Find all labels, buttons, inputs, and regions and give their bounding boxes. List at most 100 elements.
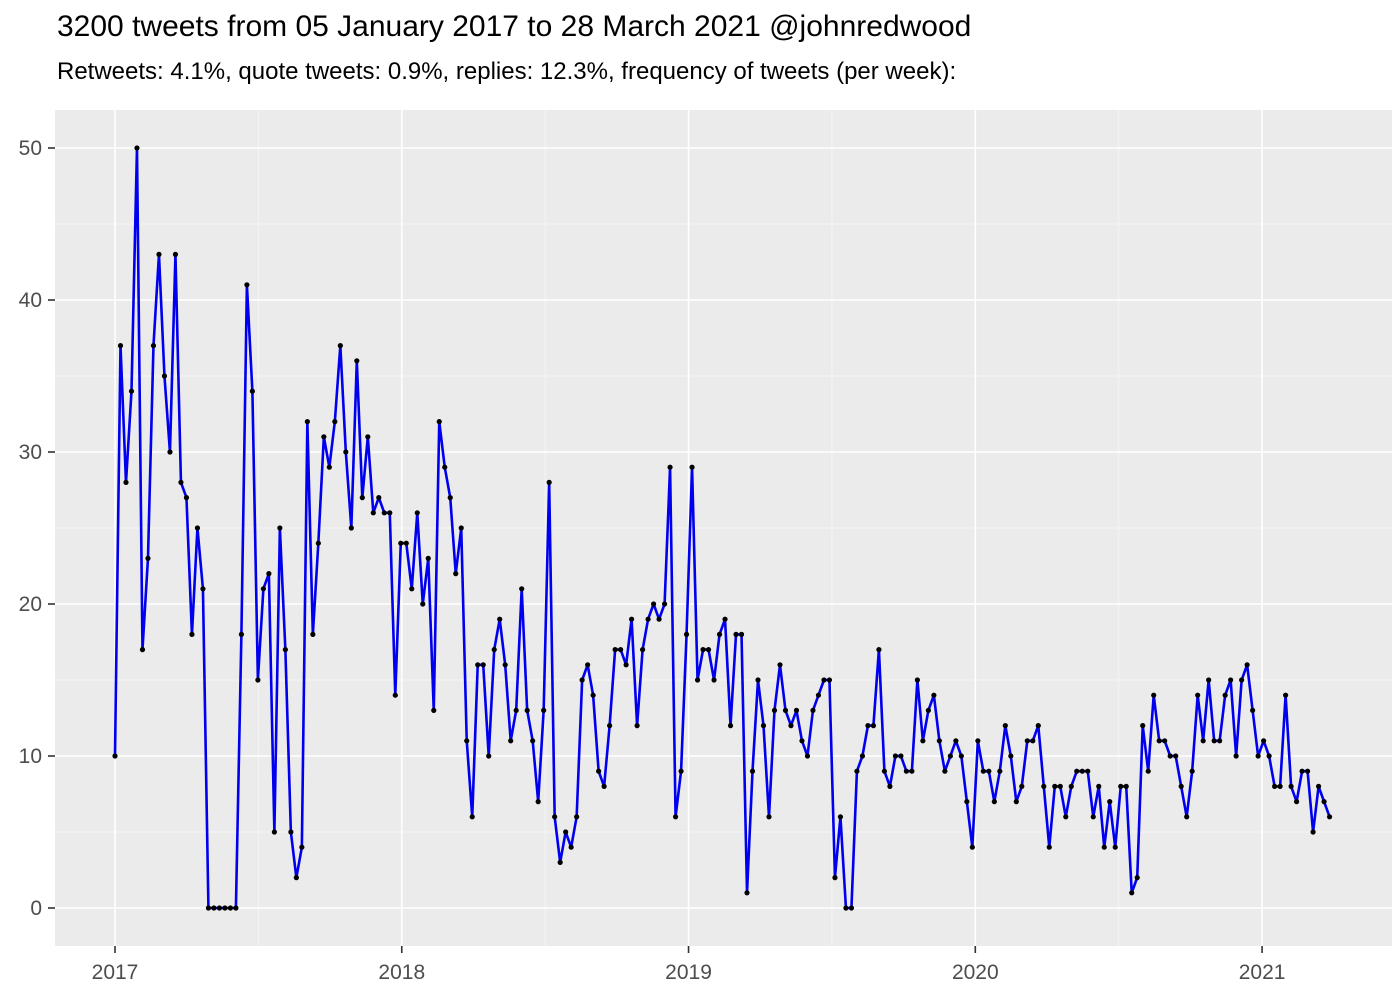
data-point [354,358,360,364]
data-point [1228,677,1234,683]
data-point [887,783,893,790]
data-point [749,768,756,774]
data-point [1151,692,1157,698]
data-point [530,738,536,744]
data-point [1189,768,1195,774]
data-point [1024,738,1030,744]
data-point [381,510,387,516]
chart-title: 3200 tweets from 05 January 2017 to 28 M… [57,10,972,43]
data-point [1250,707,1256,714]
data-point [442,464,448,470]
data-point [475,662,481,668]
data-point [1326,814,1333,820]
data-point [453,571,459,577]
data-point [848,905,855,911]
data-point [123,479,129,485]
data-point [134,145,140,151]
y-axis-tick-label: 50 [19,137,42,160]
data-point [964,799,970,805]
data-point [1068,783,1074,790]
data-point [222,905,228,911]
data-point [513,707,519,714]
data-point [881,768,888,774]
data-point [464,738,470,744]
data-point [249,388,255,394]
data-point [299,844,305,850]
data-point [211,905,217,911]
data-point [1041,783,1047,790]
x-axis-tick-label: 2017 [92,961,139,984]
data-point [1321,799,1327,805]
data-point [958,753,964,759]
y-axis-tick-label: 40 [19,289,42,312]
data-point [1310,829,1316,835]
data-point [216,905,223,911]
data-point [1118,783,1124,790]
data-point [183,495,190,501]
data-point [947,753,953,759]
data-point [579,677,585,683]
data-point [293,875,299,881]
data-point [1272,783,1278,790]
data-point [590,692,596,698]
data-point [343,449,349,455]
data-point [519,586,525,592]
data-point [870,723,877,729]
data-point [821,677,827,683]
data-point [194,525,201,531]
data-point [337,343,343,349]
axes: 0 10 20 30 40 50 2017 2018 2019 2020 2021 [19,137,1286,984]
data-point [1123,783,1129,790]
data-point [370,510,376,516]
data-point [892,753,899,759]
data-point [266,571,272,577]
data-point [722,616,728,622]
y-axis-tick-label: 0 [30,897,42,920]
data-point [1063,814,1069,820]
data-point [1129,890,1135,896]
data-point [991,799,997,805]
data-point [640,647,646,653]
data-point [1052,783,1058,790]
data-point [508,738,514,744]
data-point [563,829,569,835]
data-point [315,540,321,546]
data-point [738,631,745,638]
data-point [694,677,701,683]
data-point [837,814,844,820]
data-point [1156,738,1162,744]
data-point [1283,692,1289,698]
data-point [700,647,706,653]
data-point [1079,768,1085,774]
data-point [854,768,860,774]
data-point [403,540,409,546]
data-point [1002,723,1008,729]
data-point [546,479,552,485]
data-point [596,768,602,774]
data-points [112,145,1333,911]
data-point [431,707,437,714]
data-point [771,707,778,714]
x-axis-tick-label: 2018 [378,961,425,984]
data-point [227,905,234,911]
data-point [271,829,277,835]
data-point [1206,677,1212,683]
data-point [277,525,283,531]
data-point [1085,768,1091,774]
data-point [683,631,690,638]
data-point [205,905,212,911]
data-point [876,647,882,653]
data-point [1178,783,1184,790]
data-point [975,738,981,744]
data-point [1096,783,1102,790]
data-point [139,647,146,653]
data-point [200,586,206,592]
data-point [535,799,541,805]
data-point [760,723,767,729]
data-point [1200,738,1206,744]
data-point [634,723,640,729]
data-point [414,510,420,516]
y-axis-tick-label: 30 [19,441,42,464]
data-point [359,495,365,501]
